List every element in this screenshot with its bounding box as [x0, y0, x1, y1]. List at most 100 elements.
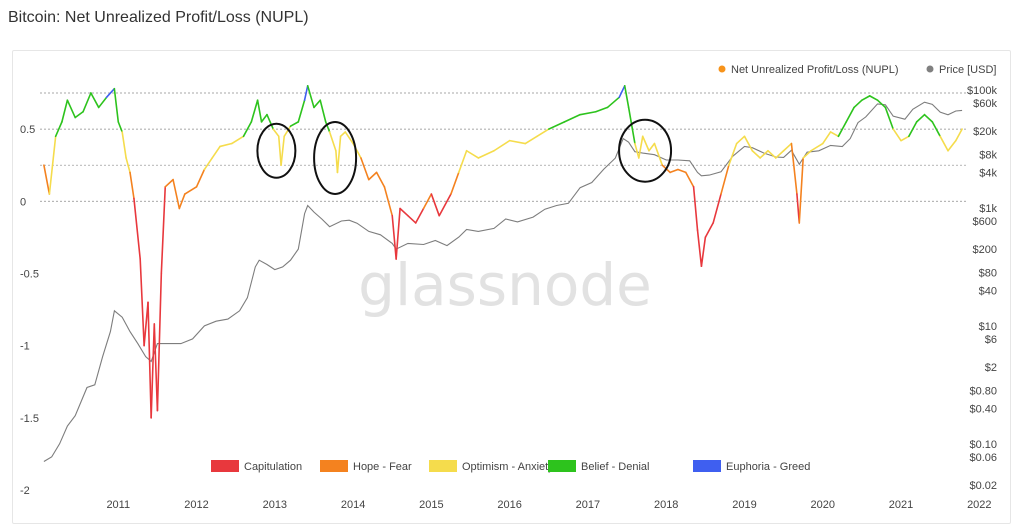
annotation-ellipse: [313, 120, 358, 195]
x-tick: 2016: [497, 499, 521, 511]
nupl-segment: [623, 84, 630, 109]
y-right-tick: $60k: [973, 98, 997, 110]
x-tick: 2015: [419, 499, 443, 511]
nupl-segment: [121, 131, 127, 159]
x-tick: 2011: [106, 499, 130, 511]
nupl-segment: [48, 135, 57, 195]
nupl-segment: [74, 110, 84, 119]
zone-legend[interactable]: Capitulation Hope - Fear Optimism - Anxiet…: [211, 460, 810, 473]
legend-label[interactable]: Price [USD]: [939, 64, 996, 76]
nupl-segment: [422, 193, 433, 210]
y-right-tick: $600: [973, 216, 997, 228]
nupl-segment: [692, 186, 699, 231]
zone-label[interactable]: Hope - Fear: [353, 461, 412, 473]
nupl-segment: [303, 84, 309, 102]
nupl-segment: [915, 113, 926, 123]
nupl-segment: [477, 149, 495, 159]
nupl-segment: [313, 99, 322, 109]
zone-label[interactable]: Optimism - Anxiety: [462, 461, 554, 473]
nupl-segment: [438, 193, 452, 217]
x-tick: 2020: [811, 499, 835, 511]
nupl-segment: [947, 139, 957, 152]
nupl-segment: [324, 121, 331, 133]
y-right-tick: $0.10: [969, 439, 997, 451]
page-title: Bitcoin: Net Unrealized Profit/Loss (NUP…: [8, 9, 309, 26]
nupl-segment: [735, 135, 746, 145]
y-left-tick: -1.5: [20, 413, 39, 425]
x-tick: 2017: [576, 499, 600, 511]
y-right-tick: $2: [985, 362, 997, 374]
nupl-segment: [383, 186, 394, 217]
nupl-segment: [641, 135, 650, 152]
nupl-segment: [900, 135, 910, 142]
nupl-segment: [297, 99, 306, 123]
nupl-segment: [133, 197, 141, 260]
nupl-segment: [751, 149, 761, 159]
nupl-segment: [606, 96, 621, 109]
nupl-segment: [829, 131, 840, 138]
nupl-segment: [955, 128, 963, 142]
nupl-segment: [845, 106, 855, 123]
zone-label[interactable]: Belief - Denial: [581, 461, 649, 473]
nupl-segment: [156, 272, 163, 412]
nupl-segment: [219, 142, 233, 148]
gridlines: [40, 92, 968, 202]
y-right-axis: $100k$60k$20k$8k$4k$1k$600$200$80$40$10$…: [967, 85, 997, 492]
nupl-segment: [653, 142, 664, 166]
nupl-segment: [178, 193, 186, 210]
annotation-circles: [256, 118, 673, 195]
y-right-tick: $40: [979, 285, 997, 297]
nupl-segment: [272, 128, 280, 138]
x-tick: 2019: [732, 499, 756, 511]
nupl-segment: [743, 135, 754, 152]
x-tick: 2012: [184, 499, 208, 511]
nupl-segment: [493, 139, 511, 152]
nupl-segment: [579, 110, 597, 116]
nupl-segment: [328, 131, 337, 152]
nupl-segment: [280, 135, 286, 166]
nupl-segment: [260, 113, 268, 123]
nupl-segment: [230, 135, 245, 145]
nupl-segment: [160, 186, 167, 275]
y-right-tick: $20k: [973, 126, 997, 138]
nupl-segment: [336, 135, 342, 174]
y-left-axis: 0.5 0 -0.5 -1 -1.5 -2: [20, 124, 39, 497]
zone-swatch: [320, 460, 348, 472]
top-legend[interactable]: Net Unrealized Profit/Loss (NUPL) Price […: [718, 64, 997, 76]
nupl-segment: [395, 207, 401, 260]
nupl-segment: [430, 193, 441, 217]
legend-marker: [926, 65, 934, 73]
zone-swatch: [211, 460, 239, 472]
legend-label[interactable]: Net Unrealized Profit/Loss (NUPL): [731, 64, 899, 76]
legend-marker: [718, 65, 726, 73]
y-right-tick: $0.06: [969, 452, 997, 464]
x-tick: 2018: [654, 499, 678, 511]
nupl-segment: [861, 95, 871, 102]
nupl-segment: [143, 301, 149, 347]
nupl-segment: [563, 113, 581, 123]
zone-label[interactable]: Euphoria - Greed: [726, 461, 810, 473]
y-right-tick: $200: [973, 244, 997, 256]
zone-label[interactable]: Capitulation: [244, 461, 302, 473]
watermark: glassnode: [358, 251, 652, 319]
annotation-ellipse: [256, 122, 297, 179]
nupl-segment: [798, 157, 804, 224]
y-right-tick: $100k: [967, 85, 997, 97]
nupl-segment: [266, 113, 275, 130]
x-tick: 2022: [967, 499, 991, 511]
nupl-segment: [618, 84, 626, 99]
nupl-segment: [105, 87, 116, 99]
x-axis: 2011 2012 2013 2014 2015 2016 2017 2018 2019 2020…: [106, 499, 991, 511]
nupl-segment: [375, 171, 386, 188]
nupl-segment: [289, 121, 300, 128]
nupl-segment: [759, 149, 769, 159]
nupl-segment: [117, 121, 123, 133]
nupl-segment: [344, 131, 354, 145]
y-left-tick: -0.5: [20, 268, 39, 280]
nupl-segment: [696, 229, 703, 268]
nupl-segment: [884, 106, 895, 130]
nupl-segment: [113, 87, 120, 123]
y-right-tick: $8k: [979, 150, 997, 162]
nupl-segment: [774, 149, 785, 159]
nupl-segment: [939, 135, 949, 152]
